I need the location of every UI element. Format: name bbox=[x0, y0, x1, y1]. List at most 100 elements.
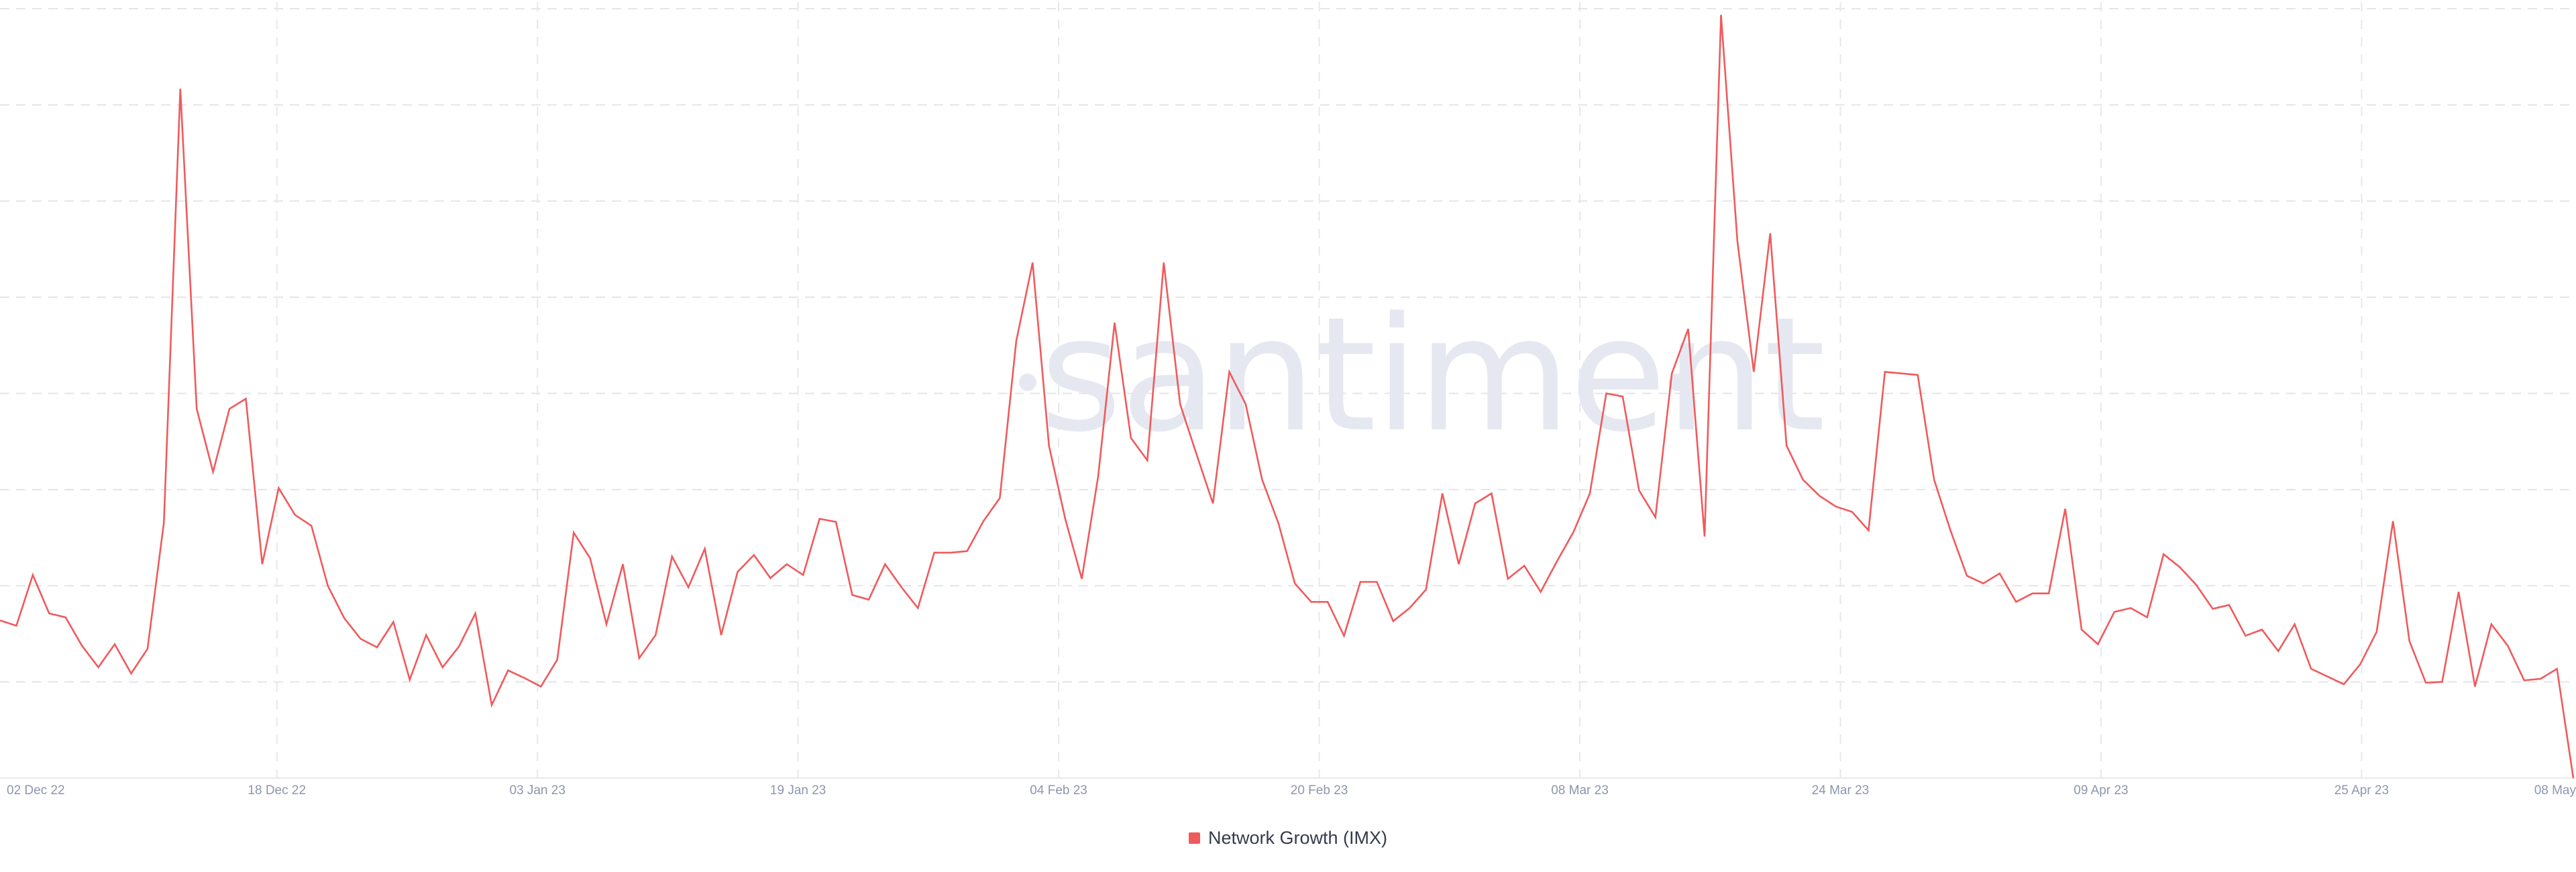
data-point[interactable] bbox=[2226, 602, 2233, 608]
data-point[interactable] bbox=[603, 621, 610, 628]
data-point[interactable] bbox=[325, 582, 331, 589]
data-point[interactable] bbox=[1291, 580, 1298, 587]
data-point[interactable] bbox=[1226, 368, 1233, 375]
data-point[interactable] bbox=[144, 645, 151, 652]
data-point[interactable] bbox=[2094, 641, 2101, 647]
data-point[interactable] bbox=[193, 405, 200, 412]
data-point[interactable] bbox=[735, 569, 741, 576]
data-point[interactable] bbox=[1062, 516, 1069, 523]
data-point[interactable] bbox=[1619, 393, 1626, 400]
data-point[interactable] bbox=[2160, 551, 2167, 557]
data-point[interactable] bbox=[1161, 260, 1167, 266]
data-point[interactable] bbox=[2029, 590, 2036, 597]
data-point[interactable] bbox=[177, 85, 184, 92]
data-point[interactable] bbox=[1816, 492, 1823, 499]
data-point[interactable] bbox=[2144, 614, 2151, 620]
data-point[interactable] bbox=[865, 596, 872, 603]
data-point[interactable] bbox=[620, 561, 627, 567]
data-point[interactable] bbox=[767, 575, 773, 582]
data-point[interactable] bbox=[1570, 529, 1577, 535]
data-point[interactable] bbox=[702, 545, 708, 552]
data-point[interactable] bbox=[1521, 562, 1527, 569]
data-point[interactable] bbox=[718, 632, 724, 639]
legend[interactable]: Network Growth (IMX) bbox=[0, 828, 2576, 849]
data-point[interactable] bbox=[341, 614, 347, 621]
data-point[interactable] bbox=[1390, 618, 1397, 624]
data-point[interactable] bbox=[455, 643, 462, 650]
data-point[interactable] bbox=[62, 614, 69, 620]
data-point[interactable] bbox=[259, 561, 266, 567]
data-point[interactable] bbox=[2210, 606, 2216, 612]
data-point[interactable] bbox=[2373, 629, 2380, 635]
data-point[interactable] bbox=[521, 675, 528, 682]
data-point[interactable] bbox=[2521, 677, 2528, 684]
data-point[interactable] bbox=[95, 664, 102, 671]
data-point[interactable] bbox=[2275, 648, 2282, 655]
data-point[interactable] bbox=[488, 702, 495, 708]
data-point[interactable] bbox=[1980, 580, 1986, 587]
data-point[interactable] bbox=[2308, 665, 2314, 672]
data-point[interactable] bbox=[226, 405, 233, 412]
data-point[interactable] bbox=[2045, 590, 2052, 597]
data-point[interactable] bbox=[570, 529, 577, 536]
data-point[interactable] bbox=[2324, 673, 2331, 680]
data-point[interactable] bbox=[1603, 390, 1609, 397]
data-point[interactable] bbox=[390, 618, 396, 625]
data-point[interactable] bbox=[1767, 230, 1774, 237]
data-point[interactable] bbox=[1357, 579, 1364, 586]
data-point[interactable] bbox=[996, 495, 1003, 502]
data-point[interactable] bbox=[0, 617, 3, 624]
data-point[interactable] bbox=[1079, 576, 1085, 582]
data-point[interactable] bbox=[439, 664, 446, 671]
data-point[interactable] bbox=[243, 396, 250, 402]
data-point[interactable] bbox=[13, 622, 19, 629]
data-point[interactable] bbox=[1833, 503, 1839, 510]
data-point[interactable] bbox=[1652, 514, 1659, 521]
data-point[interactable] bbox=[2177, 564, 2184, 571]
data-point[interactable] bbox=[374, 644, 380, 651]
data-point[interactable] bbox=[1996, 570, 2003, 577]
data-point[interactable] bbox=[2127, 605, 2134, 612]
data-point[interactable] bbox=[914, 605, 921, 612]
data-point[interactable] bbox=[685, 584, 692, 591]
data-point[interactable] bbox=[1439, 490, 1446, 497]
data-point[interactable] bbox=[1472, 500, 1479, 507]
data-point[interactable] bbox=[800, 571, 806, 578]
data-point[interactable] bbox=[2455, 588, 2462, 595]
data-point[interactable] bbox=[1865, 527, 1872, 534]
data-point[interactable] bbox=[472, 610, 479, 617]
data-point[interactable] bbox=[980, 518, 987, 525]
data-point[interactable] bbox=[2471, 684, 2478, 690]
data-point[interactable] bbox=[1964, 572, 1970, 579]
data-point[interactable] bbox=[2341, 681, 2347, 688]
data-point[interactable] bbox=[1668, 370, 1675, 377]
data-point[interactable] bbox=[587, 555, 594, 561]
data-point[interactable] bbox=[931, 549, 938, 556]
data-point[interactable] bbox=[652, 632, 659, 639]
data-point[interactable] bbox=[2111, 608, 2118, 615]
data-point[interactable] bbox=[1112, 319, 1118, 326]
data-point[interactable] bbox=[2242, 633, 2249, 639]
data-point[interactable] bbox=[898, 584, 905, 591]
data-point[interactable] bbox=[1554, 558, 1560, 565]
data-point[interactable] bbox=[751, 551, 757, 558]
data-point[interactable] bbox=[1193, 451, 1200, 457]
data-point[interactable] bbox=[1701, 533, 1708, 540]
data-point[interactable] bbox=[2292, 621, 2298, 628]
data-point[interactable] bbox=[2554, 665, 2561, 672]
data-point[interactable] bbox=[1095, 473, 1102, 480]
data-point[interactable] bbox=[1373, 579, 1380, 586]
data-point[interactable] bbox=[2570, 775, 2576, 781]
data-point[interactable] bbox=[504, 667, 511, 673]
data-point[interactable] bbox=[1242, 401, 1249, 408]
data-point[interactable] bbox=[1258, 476, 1265, 483]
data-point[interactable] bbox=[816, 516, 823, 523]
data-point[interactable] bbox=[2439, 679, 2446, 686]
data-point[interactable] bbox=[1128, 435, 1134, 441]
data-point[interactable] bbox=[1177, 401, 1183, 408]
data-point[interactable] bbox=[358, 635, 364, 642]
data-point[interactable] bbox=[1947, 527, 1954, 534]
data-point[interactable] bbox=[1718, 11, 1725, 18]
data-point[interactable] bbox=[407, 676, 413, 683]
data-point[interactable] bbox=[2390, 518, 2396, 525]
